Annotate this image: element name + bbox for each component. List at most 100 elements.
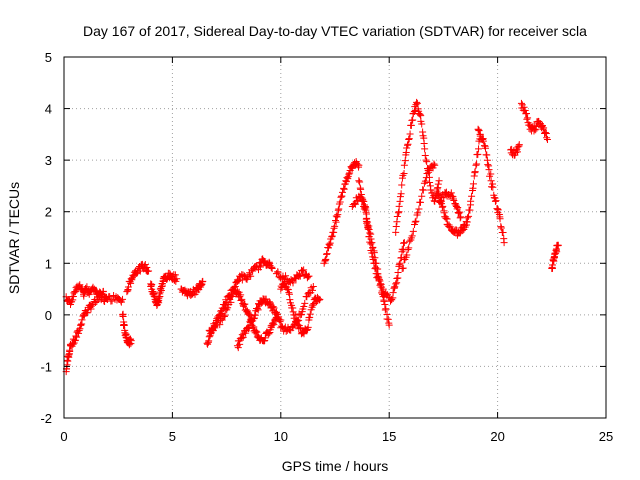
data-point [204, 340, 212, 348]
data-point [369, 255, 377, 263]
series-bump-4h [147, 269, 181, 310]
data-point [236, 340, 244, 348]
data-point [309, 282, 317, 290]
data-point [418, 120, 426, 128]
data-point [295, 271, 303, 279]
data-point [119, 313, 127, 321]
data-point [342, 178, 350, 186]
data-point [250, 315, 258, 323]
data-point [419, 186, 427, 194]
data-point [474, 125, 482, 133]
data-point [426, 178, 434, 186]
data-point [423, 158, 431, 166]
data-point [77, 321, 85, 329]
data-point [357, 185, 365, 193]
data-point [400, 239, 408, 247]
data-point [362, 210, 370, 218]
data-point [394, 209, 402, 217]
data-point [237, 296, 245, 304]
data-point [440, 194, 448, 202]
data-point [340, 185, 348, 193]
data-point [127, 279, 135, 287]
data-point [245, 324, 253, 332]
data-point [392, 280, 400, 288]
data-point [389, 289, 397, 297]
data-point [253, 328, 261, 336]
data-point [332, 216, 340, 224]
data-point [236, 335, 244, 343]
data-point [117, 297, 125, 305]
data-point [76, 281, 84, 289]
data-point [120, 321, 128, 329]
data-point [475, 145, 483, 153]
data-point [145, 267, 153, 275]
data-point [321, 257, 329, 265]
data-point [421, 177, 429, 185]
data-point [266, 299, 274, 307]
data-point [394, 268, 402, 276]
data-point [399, 264, 407, 272]
data-point [242, 275, 250, 283]
series-cluster-15-17h [392, 98, 443, 236]
y-tick-label: 3 [45, 153, 52, 168]
data-point [484, 161, 492, 169]
data-point [400, 170, 408, 178]
data-point [401, 157, 409, 165]
data-point [261, 334, 269, 342]
data-point [435, 177, 443, 185]
data-point [306, 310, 314, 318]
data-point [440, 209, 448, 217]
data-point [251, 329, 259, 337]
data-point [462, 221, 470, 229]
data-point [366, 238, 374, 246]
data-point [479, 137, 487, 145]
data-point [334, 211, 342, 219]
data-point [468, 192, 476, 200]
data-point [83, 283, 91, 291]
data-point [379, 285, 387, 293]
data-point [497, 224, 505, 232]
y-tick-label: 5 [45, 50, 52, 65]
data-point [265, 330, 273, 338]
data-point [422, 156, 430, 164]
data-point [457, 213, 465, 221]
data-point [304, 323, 312, 331]
data-point [303, 274, 311, 282]
data-point [254, 306, 262, 314]
data-point [360, 197, 368, 205]
data-point [393, 212, 401, 220]
data-point [245, 324, 253, 332]
data-point [289, 279, 297, 287]
x-tick-label: 5 [169, 429, 176, 444]
data-point [404, 140, 412, 148]
data-point [407, 121, 415, 129]
data-point [404, 246, 412, 254]
y-tick-label: -1 [40, 359, 52, 374]
series-cluster-10-11-low [277, 282, 317, 335]
data-point [414, 209, 422, 217]
data-point [475, 127, 483, 135]
data-point [523, 115, 531, 123]
data-point [328, 232, 336, 240]
data-point [364, 225, 372, 233]
series-cluster-7-10-high [205, 255, 276, 335]
series-group-high-early [62, 281, 111, 309]
data-point [408, 232, 416, 240]
data-point [301, 299, 309, 307]
data-point [391, 283, 399, 291]
data-point [234, 344, 242, 352]
y-axis-label: SDTVAR / TECUs [6, 182, 22, 294]
x-tick-label: 25 [599, 429, 613, 444]
data-point [549, 261, 557, 269]
data-point [478, 136, 486, 144]
data-point [124, 283, 132, 291]
data-point [395, 202, 403, 210]
data-point [398, 181, 406, 189]
grid-lines [64, 57, 606, 418]
data-point [336, 198, 344, 206]
data-point [268, 264, 276, 272]
data-point [80, 292, 88, 300]
data-point [485, 166, 493, 174]
data-point [532, 126, 540, 134]
data-point [392, 228, 400, 236]
